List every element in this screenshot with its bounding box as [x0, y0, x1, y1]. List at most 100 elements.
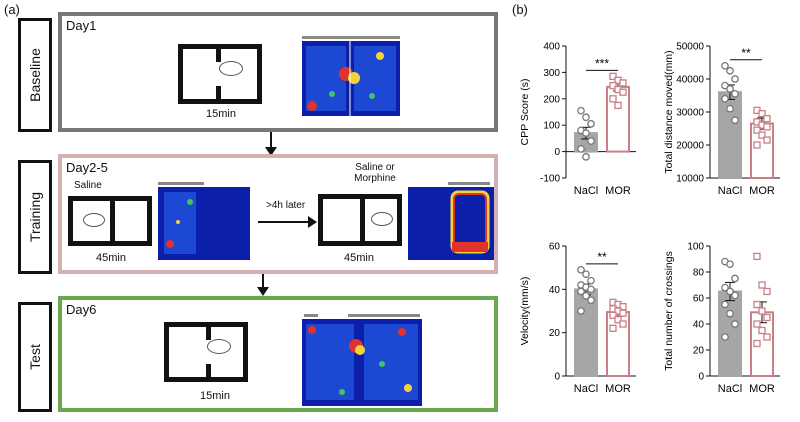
training-heatmap-right — [408, 182, 494, 260]
data-point — [619, 320, 627, 328]
category-label: NaCl — [574, 185, 598, 197]
y-tick-label: 200 — [543, 94, 560, 105]
y-tick-label: 60 — [549, 242, 561, 253]
box-divider — [216, 44, 221, 62]
category-label: MOR — [749, 185, 775, 197]
data-point — [614, 316, 622, 324]
data-point — [721, 333, 729, 341]
chart-distance: 10000 20000 30000 40000 50000 Total distance … — [652, 28, 800, 218]
data-point — [763, 114, 771, 123]
data-point — [577, 287, 585, 296]
category-label: MOR — [605, 185, 631, 197]
data-point — [609, 95, 617, 103]
data-point — [731, 116, 739, 125]
y-tick-label: 0 — [554, 147, 560, 158]
data-point — [721, 300, 729, 309]
category-label: NaCl — [718, 185, 742, 197]
data-point — [619, 309, 627, 317]
box-divider — [216, 86, 221, 104]
cpp-box-diagram — [68, 196, 152, 246]
y-tick-label: 400 — [543, 42, 560, 53]
panel-b-label: (b) — [512, 2, 528, 17]
data-point — [731, 320, 739, 328]
y-axis-label: Total distance moved(mm) — [663, 50, 675, 173]
test-day: Day6 — [66, 302, 97, 317]
mouse-icon — [207, 339, 231, 354]
chart-cpp: -100 0 100 200 300 400 CPP Score (s) NaCl MOR *** — [516, 28, 658, 218]
data-point — [753, 300, 761, 309]
y-tick-label: 60 — [693, 294, 705, 305]
flow-arrow — [262, 274, 264, 290]
data-point — [758, 307, 766, 315]
test-box: Day6 15min — [58, 296, 498, 412]
y-tick-label: 40000 — [676, 75, 704, 86]
significance-label: ** — [741, 46, 751, 60]
y-tick-label: 50000 — [676, 42, 704, 53]
data-point — [582, 153, 590, 161]
flow-arrow — [270, 132, 272, 150]
data-point — [721, 61, 729, 70]
data-point — [726, 287, 734, 296]
data-point — [753, 320, 761, 328]
data-point — [763, 123, 771, 131]
box-divider — [206, 364, 211, 382]
data-point — [753, 252, 761, 261]
data-point — [726, 66, 734, 75]
baseline-duration: 15min — [206, 108, 236, 120]
data-point — [731, 89, 739, 98]
chart-crossings: 0 20 40 60 80 100 Total number of crossings NaC… — [652, 228, 800, 417]
data-point — [587, 296, 595, 305]
training-tag: Training — [18, 160, 52, 274]
data-point — [582, 270, 590, 279]
y-tick-label: 300 — [543, 68, 560, 79]
baseline-label: Baseline — [27, 48, 44, 102]
y-axis-label: Total number of crossings — [663, 251, 675, 371]
chart-svg: 0 20 40 60 Velocity(mm/s) NaCl MOR ** — [519, 242, 636, 395]
data-point — [587, 120, 595, 128]
y-axis-label: CPP Score (s) — [519, 79, 531, 146]
test-heatmap — [302, 314, 422, 406]
training-left-condition: Saline — [74, 180, 102, 191]
y-tick-label: 100 — [543, 121, 560, 132]
heatmap-svg — [408, 182, 494, 260]
baseline-box: Day1 15min — [58, 12, 498, 132]
data-point — [609, 324, 617, 332]
mouse-icon — [83, 213, 105, 227]
category-label: NaCl — [574, 383, 598, 395]
data-point — [731, 75, 739, 83]
data-point — [726, 85, 734, 93]
data-point — [763, 136, 771, 144]
training-day: Day2-5 — [66, 160, 108, 175]
y-tick-label: 40 — [693, 320, 705, 331]
cpp-box-diagram — [318, 194, 402, 246]
flow-arrow-head — [265, 147, 277, 156]
data-point — [763, 287, 771, 296]
test-duration: 15min — [200, 390, 230, 402]
data-point — [609, 311, 617, 319]
cpp-box-diagram — [178, 44, 262, 104]
y-tick-label: 20 — [693, 346, 705, 357]
mouse-icon — [371, 212, 393, 226]
box-divider — [110, 196, 115, 246]
significance-label: *** — [595, 56, 609, 70]
y-tick-label: 20000 — [676, 141, 704, 152]
data-point — [582, 113, 590, 122]
data-point — [577, 145, 585, 153]
data-point — [577, 106, 585, 115]
y-tick-label: 20 — [549, 328, 561, 339]
training-arrow-head — [308, 216, 317, 228]
chart-svg: 0 20 40 60 80 100 Total number of crossings NaC… — [663, 242, 780, 395]
data-point — [726, 104, 734, 113]
training-heatmap-left — [158, 182, 250, 260]
heatmap-svg — [302, 314, 422, 406]
category-label: NaCl — [718, 383, 742, 395]
data-point — [609, 81, 617, 90]
data-point — [619, 88, 627, 96]
baseline-tag: Baseline — [18, 18, 52, 132]
y-tick-label: 80 — [693, 268, 705, 279]
y-tick-label: 0 — [698, 372, 704, 383]
data-point — [731, 274, 739, 283]
category-label: MOR — [749, 383, 775, 395]
data-point — [726, 309, 734, 318]
